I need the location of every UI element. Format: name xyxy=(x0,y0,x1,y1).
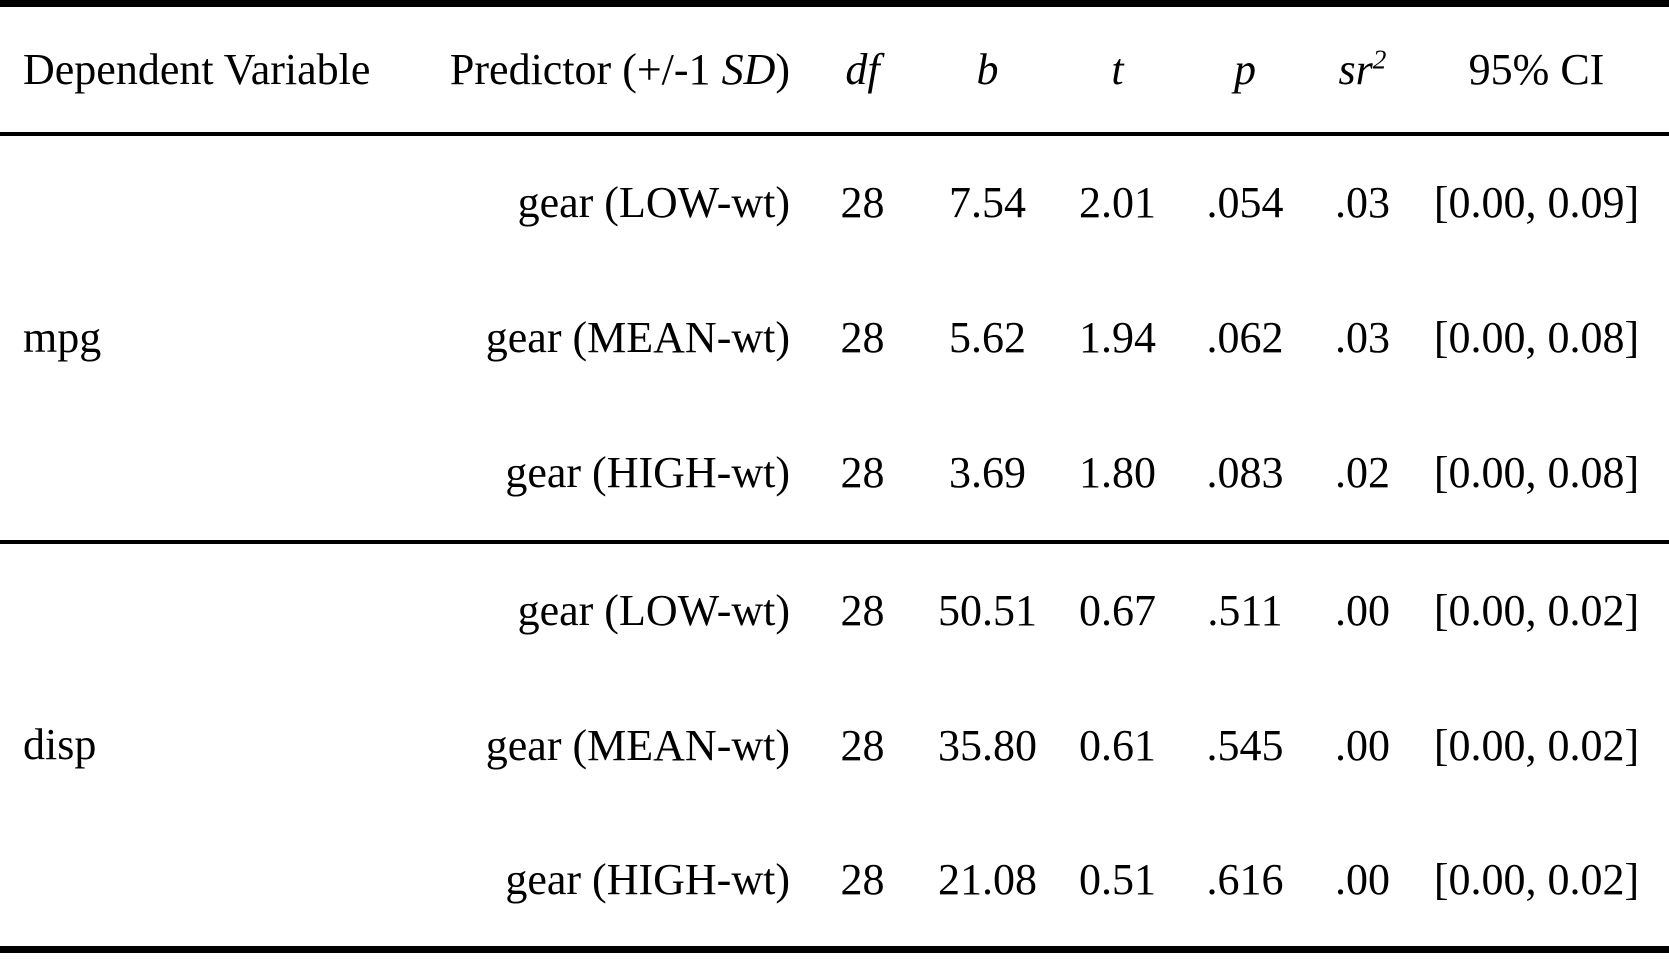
cell-df: 28 xyxy=(840,178,885,227)
header-b: b xyxy=(976,44,999,94)
cell-ci: [0.00, 0.08] xyxy=(1433,448,1640,497)
table-row: gear (MEAN-wt) 28 5.62 1.94 .062 .03 [0.… xyxy=(0,270,1669,406)
cell-sr2: .00 xyxy=(1335,586,1390,635)
header-predictor-close: ) xyxy=(775,44,790,94)
header-sr2: sr2 xyxy=(1305,4,1420,134)
cell-b: 7.54 xyxy=(949,178,1026,227)
header-predictor: Predictor (+/-1 SD) xyxy=(410,4,800,134)
group-mpg: mpg gear (LOW-wt) 28 7.54 2.01 .054 .03 … xyxy=(0,134,1669,542)
cell-sr2: .03 xyxy=(1335,178,1390,227)
cell-b: 50.51 xyxy=(938,586,1037,635)
header-row: Dependent Variable Predictor (+/-1 SD) d… xyxy=(0,4,1669,134)
header-predictor-text: Predictor (+/-1 xyxy=(449,44,722,94)
cell-b: 5.62 xyxy=(949,313,1026,362)
depvar-disp: disp xyxy=(23,720,97,770)
cell-p: .083 xyxy=(1206,448,1284,497)
cell-t: 1.80 xyxy=(1079,448,1156,497)
cell-b: 21.08 xyxy=(938,855,1037,905)
cell-p: .062 xyxy=(1206,313,1284,362)
table-row: gear (MEAN-wt) 28 35.80 0.61 .545 .00 [0… xyxy=(0,678,1669,814)
header-t: t xyxy=(1111,44,1124,94)
cell-df: 28 xyxy=(840,855,885,905)
table-row: gear (HIGH-wt) 28 21.08 0.51 .616 .00 [0… xyxy=(0,814,1669,950)
cell-predictor: gear (HIGH-wt) xyxy=(505,448,790,497)
cell-p: .545 xyxy=(1206,721,1284,770)
cell-df: 28 xyxy=(840,721,885,770)
cell-df: 28 xyxy=(840,448,885,497)
table-row: mpg gear (LOW-wt) 28 7.54 2.01 .054 .03 … xyxy=(0,134,1669,362)
table-row: gear (HIGH-wt) 28 3.69 1.80 .083 .02 [0.… xyxy=(0,406,1669,542)
cell-ci: [0.00, 0.02] xyxy=(1433,855,1640,905)
cell-df: 28 xyxy=(840,586,885,635)
cell-predictor: gear (MEAN-wt) xyxy=(485,721,790,770)
header-sr2-sup: 2 xyxy=(1372,44,1387,75)
header-p: p xyxy=(1234,44,1256,94)
cell-t: 0.51 xyxy=(1079,855,1156,905)
depvar-mpg: mpg xyxy=(23,313,102,362)
table-row: disp gear (LOW-wt) 28 50.51 0.67 .511 .0… xyxy=(0,542,1669,769)
cell-t: 0.67 xyxy=(1079,586,1156,635)
header-dependent-variable: Dependent Variable xyxy=(23,44,371,94)
cell-sr2: .03 xyxy=(1335,313,1390,362)
table-header: Dependent Variable Predictor (+/-1 SD) d… xyxy=(0,4,1669,134)
cell-ci: [0.00, 0.02] xyxy=(1433,586,1640,635)
cell-p: .616 xyxy=(1206,855,1284,905)
header-95ci: 95% CI xyxy=(1468,44,1605,94)
cell-t: 0.61 xyxy=(1079,721,1156,770)
cell-t: 2.01 xyxy=(1079,178,1156,227)
header-df: df xyxy=(845,44,880,94)
cell-predictor: gear (MEAN-wt) xyxy=(485,313,790,362)
cell-p: .511 xyxy=(1207,586,1283,635)
cell-sr2: .02 xyxy=(1335,448,1390,497)
cell-ci: [0.00, 0.08] xyxy=(1433,313,1640,362)
header-predictor-sd: SD xyxy=(721,44,776,94)
cell-predictor: gear (LOW-wt) xyxy=(517,586,790,635)
cell-predictor: gear (HIGH-wt) xyxy=(505,855,790,905)
header-sr2-base: sr xyxy=(1338,44,1373,94)
cell-df: 28 xyxy=(840,313,885,362)
cell-sr2: .00 xyxy=(1335,855,1390,905)
cell-t: 1.94 xyxy=(1079,313,1156,362)
cell-p: .054 xyxy=(1206,178,1284,227)
cell-sr2: .00 xyxy=(1335,721,1390,770)
cell-b: 35.80 xyxy=(938,721,1037,770)
cell-ci: [0.00, 0.09] xyxy=(1433,178,1640,227)
group-disp: disp gear (LOW-wt) 28 50.51 0.67 .511 .0… xyxy=(0,542,1669,950)
cell-predictor: gear (LOW-wt) xyxy=(517,178,790,227)
cell-ci: [0.00, 0.02] xyxy=(1433,721,1640,770)
cell-b: 3.69 xyxy=(949,448,1026,497)
